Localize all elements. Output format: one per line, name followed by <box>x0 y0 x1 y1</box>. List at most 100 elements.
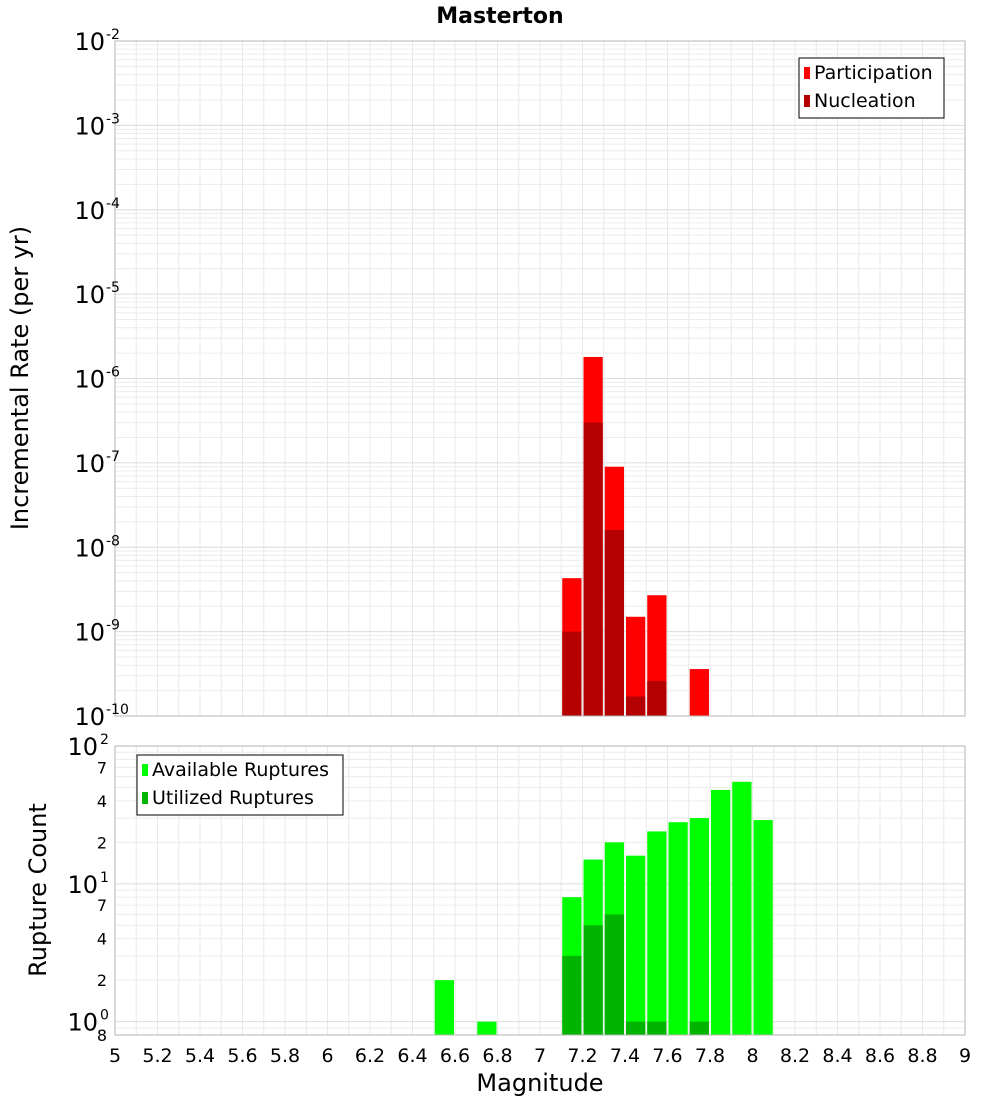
x-tick-label: 8.6 <box>865 1045 895 1067</box>
bottom-bar-b <box>689 1021 709 1035</box>
y-tick-exponent: -7 <box>106 449 120 465</box>
bottom-plot-frame <box>114 745 966 1036</box>
bottom-bar-a <box>753 820 773 1035</box>
y-tick-exponent: 2 <box>100 732 109 748</box>
y-tick-base: 10 <box>74 619 105 647</box>
bottom-legend-box <box>136 754 344 816</box>
top-y-tick-label: 10 -4 <box>74 196 120 225</box>
y-tick-base: 10 <box>74 28 105 56</box>
y-tick-base: 10 <box>74 450 105 478</box>
x-tick-label: 6.2 <box>355 1045 385 1067</box>
bottom-bar-b <box>626 1021 646 1035</box>
bottom-bar-a <box>434 980 454 1035</box>
y-tick-base: 10 <box>67 733 98 761</box>
x-tick-label: 8 <box>746 1045 758 1067</box>
bottom-series-utilized-ruptures <box>562 914 709 1035</box>
bottom-bar-a <box>647 831 667 1035</box>
top-bar-b <box>583 422 603 716</box>
x-tick-label: 7.2 <box>567 1045 597 1067</box>
y-tick-exponent: -6 <box>106 365 120 381</box>
top-y-tick-label: 10 -6 <box>74 365 120 394</box>
bottom-y-minor-tick-label: 8 <box>97 1026 107 1045</box>
bottom-bar-a <box>477 1021 497 1035</box>
y-tick-base: 10 <box>74 534 105 562</box>
bottom-legend-swatch <box>142 764 148 776</box>
top-bar-a <box>626 616 646 716</box>
bottom-y-axis-title: Rupture Count <box>24 803 52 977</box>
x-tick-label: 6.4 <box>397 1045 427 1067</box>
y-tick-exponent: 0 <box>100 1008 109 1024</box>
top-y-tick-label: 10 -10 <box>74 702 128 731</box>
x-tick-label: 7.8 <box>695 1045 725 1067</box>
top-y-tick-label: 10 -2 <box>74 27 120 56</box>
bottom-y-minor-tick-label: 4 <box>97 930 107 949</box>
x-tick-label: 6.6 <box>440 1045 470 1067</box>
bottom-bar-b <box>604 914 624 1035</box>
top-y-tick-label: 10 -7 <box>74 449 120 478</box>
top-legend-swatch <box>804 67 810 79</box>
y-tick-exponent: -4 <box>106 196 120 212</box>
y-tick-base: 10 <box>74 366 105 394</box>
top-bar-b <box>604 530 624 716</box>
bottom-y-minor-tick-label: 2 <box>97 971 107 990</box>
top-legend-box <box>798 57 945 119</box>
top-y-tick-label: 10 -5 <box>74 280 120 309</box>
y-tick-exponent: -5 <box>106 280 120 296</box>
y-tick-exponent: -10 <box>106 702 129 718</box>
bottom-y-minor-tick-label: 7 <box>97 896 107 915</box>
x-tick-label: 7.4 <box>610 1045 640 1067</box>
top-y-axis-title: Incremental Rate (per yr) <box>6 226 34 530</box>
x-tick-label: 5.4 <box>185 1045 215 1067</box>
bottom-y-minor-tick-label: 7 <box>97 758 107 777</box>
y-tick-base: 10 <box>74 112 105 140</box>
top-series-nucleation <box>562 422 667 716</box>
x-tick-label: 7 <box>534 1045 546 1067</box>
top-plot-frame <box>114 40 966 717</box>
top-bar-b <box>626 696 646 716</box>
bottom-y-minor-tick-label: 4 <box>97 792 107 811</box>
bottom-legend: Available Ruptures Utilized Ruptures <box>136 754 344 816</box>
bottom-bar-a <box>668 822 688 1035</box>
top-y-tick-label: 10 -9 <box>74 618 120 647</box>
x-tick-label: 6.8 <box>482 1045 512 1067</box>
y-tick-base: 10 <box>74 281 105 309</box>
x-tick-label: 7.6 <box>652 1045 682 1067</box>
bottom-legend-label: Available Ruptures <box>152 759 329 781</box>
x-tick-label: 5 <box>109 1045 121 1067</box>
bottom-y-minor-tick-label: 2 <box>97 833 107 852</box>
top-y-tick-label: 10 -8 <box>74 533 120 562</box>
x-tick-label: 5.2 <box>142 1045 172 1067</box>
y-tick-exponent: 1 <box>100 870 109 886</box>
y-tick-exponent: -9 <box>106 618 120 634</box>
x-tick-label: 8.4 <box>822 1045 852 1067</box>
top-legend-label: Participation <box>814 62 933 84</box>
chart-title: Masterton <box>436 4 563 29</box>
x-tick-label: 6 <box>321 1045 333 1067</box>
top-legend: Participation Nucleation <box>798 57 945 119</box>
bottom-bar-b <box>562 955 582 1035</box>
y-tick-exponent: -2 <box>106 27 120 43</box>
y-tick-exponent: -3 <box>106 111 120 127</box>
bottom-bar-a <box>626 855 646 1035</box>
bottom-y-major-tick-label: 10 0 <box>67 1008 108 1037</box>
top-bar-b <box>647 680 667 716</box>
x-tick-label: 9 <box>959 1045 971 1067</box>
bottom-bar-a <box>689 818 709 1035</box>
y-tick-base: 10 <box>74 703 105 731</box>
x-tick-label: 5.6 <box>227 1045 257 1067</box>
top-legend-label: Nucleation <box>814 90 916 112</box>
bottom-y-major-tick-label: 10 2 <box>67 732 108 761</box>
top-legend-swatch <box>804 95 810 107</box>
bottom-legend-swatch <box>142 792 148 804</box>
top-gridlines <box>114 41 966 717</box>
bottom-y-major-tick-label: 10 1 <box>67 870 108 899</box>
x-tick-label: 8.8 <box>907 1045 937 1067</box>
top-bar-a <box>689 669 709 716</box>
bottom-bar-a <box>711 789 731 1035</box>
bottom-legend-label: Utilized Ruptures <box>152 787 314 809</box>
x-axis-title: Magnitude <box>476 1069 603 1097</box>
bottom-bar-a <box>732 781 752 1035</box>
y-tick-base: 10 <box>74 197 105 225</box>
top-y-tick-label: 10 -3 <box>74 111 120 140</box>
